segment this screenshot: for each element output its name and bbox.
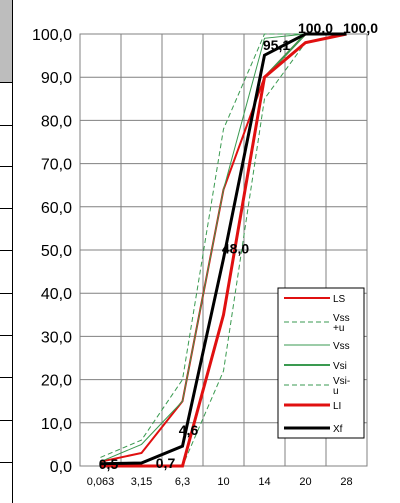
data-label: 4,6: [179, 422, 199, 438]
y-tick-label: 70,0: [41, 157, 72, 174]
y-tick-label: 0,0: [50, 459, 72, 476]
y-tick-label: 90,0: [41, 70, 72, 87]
x-axis-tick-labels: 0,063 3,15 6,3 10 14 20 28: [87, 476, 353, 488]
y-tick-label: 30,0: [41, 329, 72, 346]
series-lines: [100, 32, 347, 468]
x-tick-label: 20: [299, 476, 311, 488]
x-tick-label: 0,063: [87, 476, 115, 488]
y-tick-label: 60,0: [41, 200, 72, 217]
x-tick-label: 14: [258, 476, 270, 488]
y-tick-label: 40,0: [41, 286, 72, 303]
series-line: [100, 32, 347, 466]
x-tick-label: 28: [340, 476, 352, 488]
legend-box: [277, 287, 365, 439]
data-label: 48,0: [222, 241, 249, 257]
left-strip-row-line: [0, 125, 12, 126]
series-line: [100, 32, 347, 468]
left-strip-row-line: [0, 250, 12, 251]
legend-label: Vss: [333, 313, 350, 324]
y-tick-label: 80,0: [41, 113, 72, 130]
data-label: 95,1: [263, 37, 290, 53]
left-strip-row-line: [0, 377, 12, 378]
left-strip-row-line: [0, 335, 12, 336]
legend-label: Vss: [333, 341, 350, 352]
x-tick-label: 10: [217, 476, 229, 488]
data-label: 0,5: [99, 456, 119, 472]
y-tick-label: 100,0: [32, 27, 72, 44]
data-label: 0,7: [156, 455, 176, 471]
legend-label: Vsi: [333, 361, 347, 372]
legend-label: +u: [333, 323, 344, 334]
y-axis-tick-labels: 0,0 10,0 20,0 30,0 40,0 50,0 60,0 70,0 80,0 90,0 1…: [32, 27, 72, 476]
legend-label: Xf: [333, 424, 343, 435]
y-tick-label: 50,0: [41, 243, 72, 260]
legend-label: LS: [333, 294, 346, 305]
left-strip-row-line: [0, 208, 12, 209]
left-strip-row-line: [0, 293, 12, 294]
left-strip-row-line: [0, 166, 12, 167]
left-strip-row-line: [0, 420, 12, 421]
y-tick-label: 20,0: [41, 373, 72, 390]
legend-label: Vsi-: [333, 376, 350, 387]
legend-label: u: [333, 386, 339, 397]
data-labels: 0,5 0,7 4,6 48,0 95,1 100,0 100,0: [99, 20, 378, 472]
left-table-strip: [0, 0, 13, 503]
left-strip-header-cell: [0, 0, 12, 83]
data-label: 100,0: [298, 20, 333, 36]
y-tick-label: 10,0: [41, 416, 72, 433]
x-tick-label: 6,3: [175, 476, 190, 488]
x-tick-label: 3,15: [131, 476, 152, 488]
data-label: 100,0: [343, 20, 378, 36]
left-strip-row-line: [0, 462, 12, 463]
legend-label: LI: [333, 401, 341, 412]
